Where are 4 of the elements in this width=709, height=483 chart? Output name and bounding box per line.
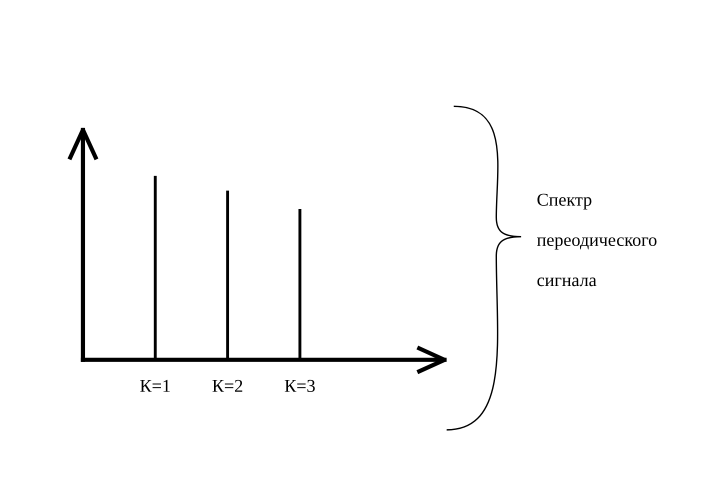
text: Спектр переодического сигнала xyxy=(537,194,657,286)
x-tick-label: К=2 xyxy=(212,380,242,392)
x-tick-label: К=1 xyxy=(140,380,170,392)
x-tick-label: К=3 xyxy=(284,380,315,392)
